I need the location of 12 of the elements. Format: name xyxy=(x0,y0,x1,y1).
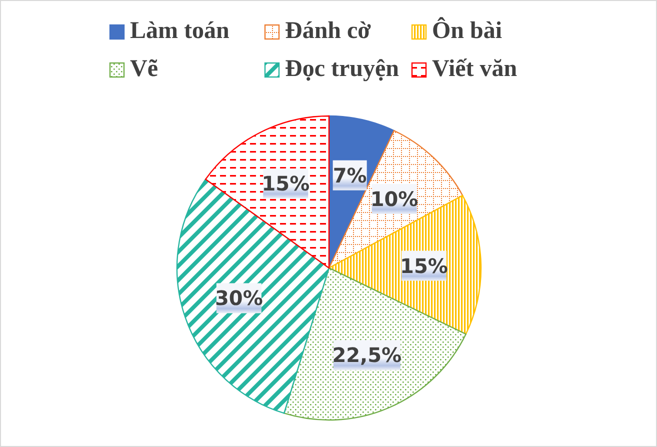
legend-label: Làm toán xyxy=(130,18,230,44)
legend-label: Đọc truyện xyxy=(285,56,399,82)
legend-label: Viết văn xyxy=(432,56,518,82)
legend-label: Đánh cờ xyxy=(285,18,372,44)
pie-slice xyxy=(205,115,330,269)
legend-label: Ôn bài xyxy=(432,17,502,44)
data-label: 7% xyxy=(332,163,367,188)
data-label: 22,5% xyxy=(332,343,402,368)
data-label: 30% xyxy=(214,286,263,310)
data-label: 10% xyxy=(370,186,418,211)
data-label: 15% xyxy=(262,171,310,196)
legend-label: Vẽ xyxy=(130,56,158,82)
